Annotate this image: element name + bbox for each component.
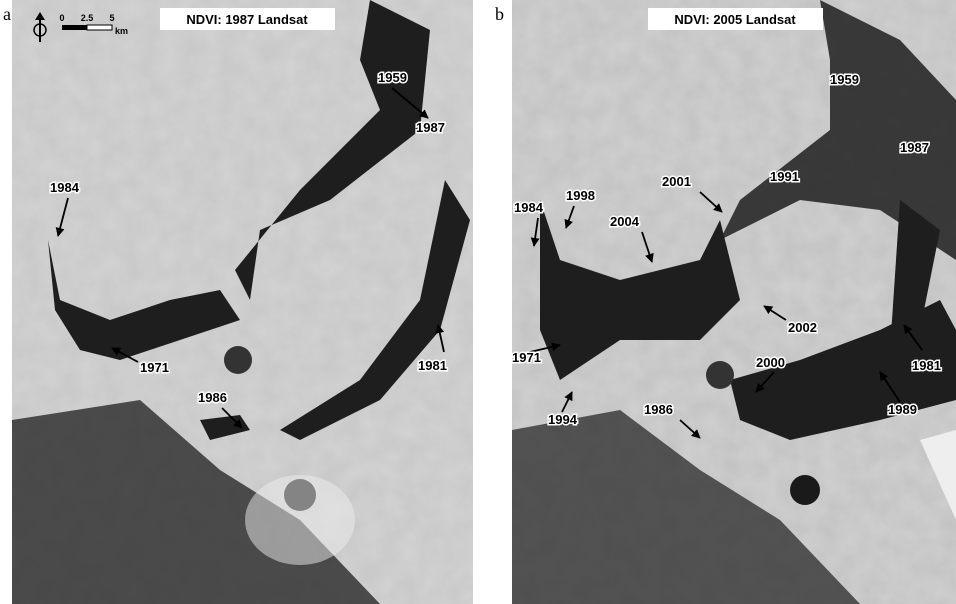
scale-unit: km: [115, 26, 128, 36]
panel-b-image: [512, 0, 956, 604]
flow-year-label: 1984: [50, 180, 80, 195]
flow-year-label: 1989: [888, 402, 917, 417]
panel-letter: b: [495, 4, 504, 24]
flow-year-label: 1994: [548, 412, 578, 427]
scale-bar: [62, 25, 112, 30]
panel-title: NDVI: 2005 Landsat: [674, 12, 796, 27]
panel-a-image: [12, 0, 473, 604]
flow-year-label: 2002: [788, 320, 817, 335]
flow-year-label: 1991: [770, 169, 799, 184]
scale-tick: 5: [109, 13, 114, 23]
flow-year-label: 1986: [644, 402, 673, 417]
scale-tick: 2.5: [81, 13, 94, 23]
flow-year-label: 1971: [140, 360, 169, 375]
flow-year-label: 1981: [418, 358, 447, 373]
figure: a b NDVI: 1987 Landsat NDVI: 2005 Landsa…: [0, 0, 956, 604]
flow-year-label: 1981: [912, 358, 941, 373]
flow-year-label: 1998: [566, 188, 595, 203]
scale-tick: 0: [59, 13, 64, 23]
flow-year-label: 2000: [756, 355, 785, 370]
flow-year-label: 2001: [662, 174, 691, 189]
flow-year-label: 1959: [830, 72, 859, 87]
flow-year-label: 1987: [900, 140, 929, 155]
flow-year-label: 1959: [378, 70, 407, 85]
flow-year-label: 1984: [514, 200, 544, 215]
panel-title: NDVI: 1987 Landsat: [186, 12, 308, 27]
flow-year-label: 1987: [416, 120, 445, 135]
flow-year-label: 2004: [610, 214, 640, 229]
panel-letter: a: [3, 4, 11, 24]
flow-year-label: 1986: [198, 390, 227, 405]
flow-year-label: 1971: [512, 350, 541, 365]
